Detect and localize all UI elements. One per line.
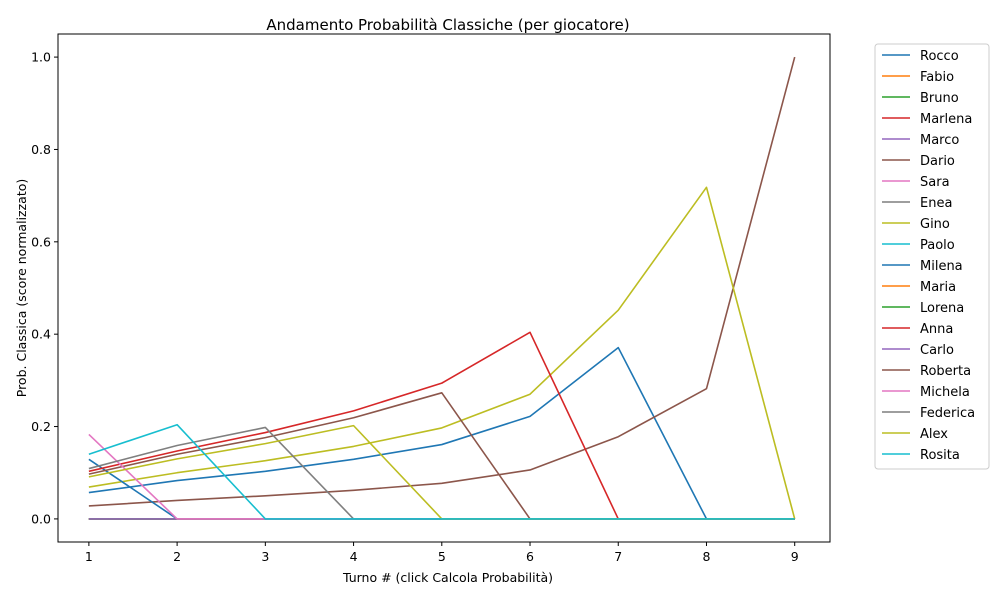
plot-frame [57,33,831,543]
y-tick-label: 1.0 [31,50,51,65]
legend-label: Marco [920,133,959,148]
legend-label: Enea [920,196,952,211]
series-line-rocco [88,346,795,520]
legend-label: Marlena [920,112,972,127]
legend-label: Roberta [920,364,971,379]
plot-area [88,56,796,520]
series-line-alex [88,424,795,520]
y-tick-label: 0.4 [31,327,51,342]
legend-label: Alex [920,427,948,442]
series-line-rosita [88,423,795,520]
legend-label: Carlo [920,343,954,358]
x-tick-label: 1 [85,549,93,564]
y-tick-label: 0.6 [31,234,51,249]
legend-label: Bruno [920,91,959,106]
chart-title: Andamento Probabilità Classiche (per gio… [266,16,629,34]
x-tick-label: 6 [526,549,534,564]
legend-label: Rocco [920,49,959,64]
series-line-federica [88,426,795,520]
x-tick-label: 7 [614,549,622,564]
y-axis: 0.0 0.2 0.4 0.6 0.8 1.0 [31,50,58,526]
legend: Rocco Fabio Bruno Marlena Marco Dario Sara Enea… [874,43,990,470]
series-line-gino [88,186,796,520]
series-line-milena [88,458,795,520]
legend-label: Fabio [920,70,954,85]
y-axis-label: Prob. Classica (score normalizzato) [14,179,29,398]
legend-label: Federica [920,406,975,421]
x-tick-label: 2 [173,549,181,564]
legend-label: Maria [920,280,956,295]
legend-label: Milena [920,259,963,274]
series-line-dario [88,56,796,507]
legend-label: Lorena [920,301,964,316]
x-tick-label: 4 [350,549,358,564]
x-tick-label: 3 [261,549,269,564]
legend-label: Gino [920,217,950,232]
legend-label: Dario [920,154,955,169]
legend-frame [874,43,990,470]
legend-label: Rosita [920,448,960,463]
x-tick-label: 9 [791,549,799,564]
x-axis: 1 2 3 4 5 6 7 8 9 [85,542,799,564]
legend-label: Sara [920,175,950,190]
legend-label: Michela [920,385,970,400]
y-tick-label: 0.8 [31,142,51,157]
x-tick-label: 5 [438,549,446,564]
x-axis-label: Turno # (click Calcola Probabilità) [342,570,553,585]
legend-label: Paolo [920,238,955,253]
x-tick-label: 8 [703,549,711,564]
series-line-anna [88,331,795,520]
y-tick-label: 0.0 [31,511,51,526]
legend-label: Anna [920,322,953,337]
y-tick-label: 0.2 [31,419,51,434]
